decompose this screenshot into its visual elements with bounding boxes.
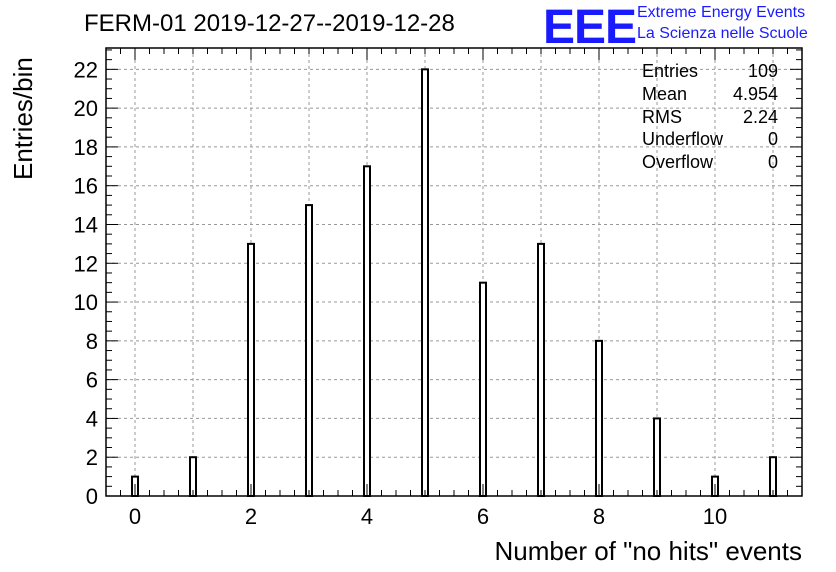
y-axis-label: Entries/bin bbox=[8, 57, 38, 180]
y-tick-label: 0 bbox=[86, 484, 98, 509]
histogram-bar bbox=[363, 165, 371, 497]
histogram-bar bbox=[537, 242, 545, 497]
x-tick-label: 2 bbox=[245, 504, 257, 529]
histogram-bar bbox=[421, 68, 429, 497]
stat-value: 109 bbox=[747, 61, 778, 81]
y-tick-label: 12 bbox=[74, 251, 98, 276]
stat-value: 0 bbox=[767, 152, 778, 173]
axis-ticks bbox=[105, 48, 803, 497]
histogram-bars bbox=[131, 68, 777, 498]
stat-entries: Entries 109 bbox=[642, 60, 778, 83]
y-tick-label: 10 bbox=[74, 290, 98, 315]
stat-label: Underflow bbox=[642, 129, 724, 150]
x-tick-label: 8 bbox=[593, 504, 605, 529]
logo-caption: Extreme Energy Events La Scienza nelle S… bbox=[637, 2, 808, 44]
stat-label: Mean bbox=[642, 83, 688, 104]
stat-label: Overflow bbox=[642, 152, 714, 173]
logo-line-1: Extreme Energy Events bbox=[637, 4, 806, 21]
y-tick-label: 22 bbox=[74, 57, 98, 82]
tick-labels: 0 2 4 6 8 10 12 14 16 18 20 22 0 2 4 6 8 10 bbox=[74, 57, 728, 529]
stat-value: 4.954 bbox=[732, 83, 778, 104]
logo-line-2: La Scienza nelle Scuole bbox=[637, 25, 808, 42]
histogram-bar bbox=[247, 242, 255, 497]
stat-underflow: Underflow 0 bbox=[642, 128, 778, 151]
stat-label: Entries bbox=[642, 61, 699, 81]
x-tick-label: 0 bbox=[129, 504, 141, 529]
stat-overflow: Overflow 0 bbox=[642, 151, 778, 174]
histogram-bar bbox=[595, 339, 603, 497]
x-tick-label: 4 bbox=[361, 504, 373, 529]
stat-rms: RMS 2.24 bbox=[642, 106, 778, 129]
y-tick-label: 14 bbox=[74, 212, 98, 237]
y-tick-label: 16 bbox=[74, 174, 98, 199]
y-tick-label: 4 bbox=[86, 406, 98, 431]
y-tick-label: 20 bbox=[74, 96, 98, 121]
y-tick-label: 2 bbox=[86, 445, 98, 470]
chart-title: FERM-01 2019-12-27--2019-12-28 bbox=[84, 10, 455, 37]
histogram-bar bbox=[305, 204, 313, 497]
y-tick-label: 6 bbox=[86, 368, 98, 393]
eee-logo: EEE bbox=[543, 1, 637, 54]
x-axis-label: Number of "no hits" events bbox=[494, 536, 803, 566]
x-tick-label: 6 bbox=[477, 504, 489, 529]
stat-label: RMS bbox=[642, 106, 682, 127]
stat-value: 2.24 bbox=[742, 106, 778, 127]
x-tick-label: 10 bbox=[703, 504, 727, 529]
y-tick-label: 18 bbox=[74, 135, 98, 160]
stat-mean: Mean 4.954 bbox=[642, 83, 778, 106]
stats-box: Entries 109 Mean 4.954 RMS 2.24 Underflo… bbox=[642, 60, 778, 174]
y-tick-label: 8 bbox=[86, 329, 98, 354]
histogram-bar bbox=[479, 281, 487, 497]
histogram-bar bbox=[653, 417, 661, 498]
stat-value: 0 bbox=[767, 129, 778, 150]
